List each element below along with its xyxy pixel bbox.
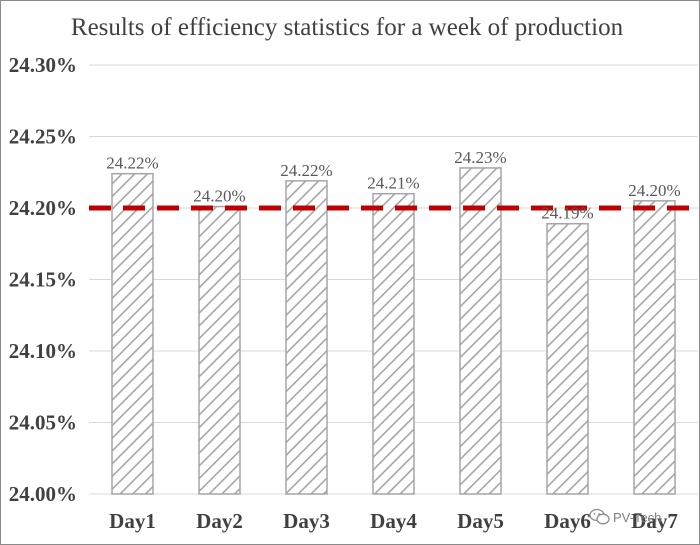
- bar: [546, 222, 589, 495]
- data-label: 24.22%: [280, 161, 332, 180]
- y-tick-label: 24.00%: [9, 482, 77, 506]
- bar: [111, 172, 154, 495]
- data-label: 24.23%: [454, 148, 506, 167]
- data-label: 24.22%: [106, 154, 158, 173]
- data-label: 24.20%: [193, 187, 245, 206]
- wechat-icon: [589, 508, 610, 525]
- bar: [198, 205, 241, 495]
- y-tick-label: 24.15%: [9, 268, 77, 292]
- x-tick-label: Day4: [370, 509, 417, 533]
- data-labels: 24.22% 24.20% 24.22% 24.21% 24.23% 24.19% 24.2…: [106, 148, 680, 223]
- x-tick-label: Day6: [544, 509, 591, 533]
- bar: [372, 192, 415, 495]
- bar: [459, 167, 502, 495]
- x-tick-label: Day1: [109, 509, 156, 533]
- bar: [633, 200, 676, 495]
- bar: [285, 180, 328, 495]
- y-tick-label: 24.05%: [9, 411, 77, 435]
- x-tick-label: Day3: [283, 509, 330, 533]
- y-tick-label: 24.20%: [9, 196, 77, 220]
- watermark: PV-Tech: [589, 508, 661, 525]
- y-axis: 24.00% 24.05% 24.10% 24.15% 24.20% 24.25% 24.3…: [9, 53, 77, 506]
- x-tick-label: Day2: [196, 509, 243, 533]
- data-label: 24.20%: [628, 181, 680, 200]
- y-tick-label: 24.30%: [9, 53, 77, 77]
- data-label: 24.19%: [541, 204, 593, 223]
- x-axis: Day1 Day2 Day3 Day4 Day5 Day6 Day7: [109, 509, 678, 533]
- bar-series: [111, 167, 676, 495]
- watermark-text: PV-Tech: [613, 510, 661, 525]
- data-label: 24.21%: [367, 174, 419, 193]
- x-tick-label: Day7: [631, 509, 678, 533]
- y-tick-label: 24.10%: [9, 339, 77, 363]
- chart-title: Results of efficiency statistics for a w…: [71, 14, 624, 41]
- y-tick-label: 24.25%: [9, 125, 77, 149]
- x-tick-label: Day5: [457, 509, 504, 533]
